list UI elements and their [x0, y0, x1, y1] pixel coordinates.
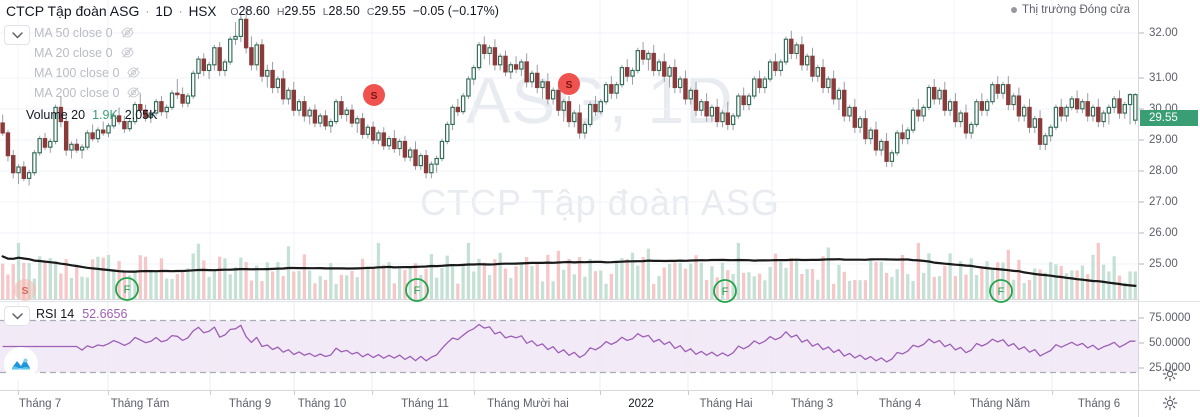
- volume-label: Volume 20: [26, 107, 86, 122]
- chevron-down-icon: [11, 312, 23, 320]
- time-tick-mark: [857, 391, 858, 395]
- rsi-pane[interactable]: [0, 301, 1138, 391]
- rsi-tick-dash: [1139, 342, 1144, 344]
- ma50-label: MA 50 close 0: [34, 25, 113, 40]
- time-tick-mark: [108, 391, 109, 395]
- time-tick-mark: [688, 391, 689, 395]
- time-tick-mark: [210, 391, 211, 395]
- timeframe-label[interactable]: 1D: [155, 3, 173, 19]
- price-tick-label: 32.00: [1149, 27, 1178, 39]
- time-tick-label: Tháng 4: [878, 398, 922, 410]
- volume-value: 1.9K: [92, 107, 118, 122]
- ma20-label: MA 20 close 0: [34, 45, 113, 60]
- eye-off-icon[interactable]: [126, 85, 141, 100]
- time-tick-label: Tháng 6: [1077, 398, 1121, 410]
- header-separator-1: ·: [145, 4, 150, 18]
- gear-icon: [1162, 395, 1178, 411]
- mountain-chart-icon: [12, 358, 30, 370]
- price-tick-dash: [1139, 108, 1144, 110]
- price-tick-label: 31.00: [1149, 72, 1178, 84]
- legend-row-volume[interactable]: Volume 20 1.9K 2.05K: [8, 106, 157, 123]
- price-tick-label: 26.00: [1149, 227, 1178, 239]
- rsi-label: RSI 14: [36, 307, 75, 321]
- legend-row-ma200[interactable]: MA 200 close 0: [8, 84, 157, 101]
- price-tick-dash: [1139, 170, 1144, 172]
- rsi-value: 52.6656: [82, 307, 128, 321]
- price-tick-dash: [1139, 263, 1144, 265]
- time-tick-mark: [1052, 391, 1053, 395]
- market-status[interactable]: Thị trường Đóng cửa: [1011, 4, 1130, 16]
- volume-ma-value: 2.05K: [124, 107, 158, 122]
- time-tick-mark: [600, 391, 601, 395]
- time-tick-mark: [294, 391, 295, 395]
- chevron-down-icon: [11, 31, 23, 39]
- time-tick-label: Tháng Hai: [699, 398, 753, 410]
- time-tick-label: Tháng Mười hai: [487, 398, 569, 410]
- time-tick-label: Tháng Tám: [110, 398, 170, 410]
- price-tick-dash: [1139, 139, 1144, 141]
- time-tick-mark: [372, 391, 373, 395]
- chart-logo-badge[interactable]: [4, 347, 38, 381]
- ma100-label: MA 100 close 0: [34, 65, 120, 80]
- time-tick-mark: [474, 391, 475, 395]
- rsi-pane-collapse-button[interactable]: [4, 306, 30, 326]
- price-pane[interactable]: [0, 0, 1138, 300]
- rsi-settings-button[interactable]: [1162, 366, 1178, 382]
- close-value: C29.55: [366, 4, 406, 18]
- exchange-label[interactable]: HSX: [188, 3, 217, 19]
- price-axis[interactable]: 32.00 31.00 30.00 29.00 28.00 27.00 26.00 25.00…: [1138, 0, 1200, 390]
- chart-header: CTCP Tập đoàn ASG · 1D · HSX O28.60 H29.…: [6, 2, 499, 20]
- axis-pane-divider: [1139, 301, 1200, 302]
- time-tick-label: Tháng Năm: [969, 398, 1031, 410]
- rsi-tick-label: 50.0000: [1149, 337, 1191, 349]
- header-separator-2: ·: [178, 4, 183, 18]
- time-tick-label: Tháng 3: [790, 398, 834, 410]
- price-tick-dash: [1139, 201, 1144, 203]
- eye-off-icon[interactable]: [126, 65, 141, 80]
- price-tick-label: 29.00: [1149, 134, 1178, 146]
- indicator-legend: MA 50 close 0 MA 20 close 0 MA 100 close…: [8, 24, 157, 123]
- low-value: L28.50: [322, 4, 360, 18]
- open-value: O28.60: [230, 4, 270, 18]
- high-value: H29.55: [276, 4, 316, 18]
- eye-off-icon[interactable]: [120, 45, 135, 60]
- time-tick-mark: [18, 391, 19, 395]
- current-price-badge: 29.55: [1140, 110, 1198, 126]
- change-value: −0.05 (−0.17%): [412, 4, 499, 18]
- symbol-title[interactable]: CTCP Tập đoàn ASG: [6, 3, 140, 19]
- time-tick-label: Tháng 7: [18, 398, 62, 410]
- rsi-tick-dash: [1139, 317, 1144, 319]
- legend-row-ma50[interactable]: MA 50 close 0: [8, 24, 157, 41]
- rsi-tick-label: 75.0000: [1149, 312, 1191, 324]
- ma200-label: MA 200 close 0: [34, 85, 120, 100]
- axis-corner-divider: [1138, 390, 1139, 417]
- time-tick-label: Tháng 11: [401, 398, 449, 410]
- market-status-label: Thị trường Đóng cửa: [1022, 4, 1130, 16]
- price-tick-dash: [1139, 77, 1144, 79]
- price-tick-dash: [1139, 32, 1144, 34]
- legend-row-ma20[interactable]: MA 20 close 0: [8, 44, 157, 61]
- time-axis-settings-button[interactable]: [1162, 395, 1178, 411]
- status-dot-icon: [1011, 7, 1018, 13]
- legend-row-ma100[interactable]: MA 100 close 0: [8, 64, 157, 81]
- price-tick-label: 28.00: [1149, 165, 1178, 177]
- time-tick-label: 2022: [628, 398, 654, 410]
- price-tick-label: 25.00: [1149, 258, 1178, 270]
- price-chart-canvas: [0, 0, 1138, 300]
- price-tick-dash: [1139, 232, 1144, 234]
- time-tick-label: Tháng 10: [297, 398, 347, 410]
- eye-off-icon[interactable]: [120, 25, 135, 40]
- rsi-legend[interactable]: RSI 14 52.6656: [36, 307, 127, 321]
- gear-icon: [1162, 366, 1178, 382]
- rsi-chart-canvas: [0, 302, 1138, 391]
- time-axis[interactable]: Tháng 7 Tháng Tám Tháng 9 Tháng 10 Tháng 11 T…: [0, 390, 1200, 417]
- rsi-tick-dash: [1139, 367, 1144, 369]
- time-tick-mark: [954, 391, 955, 395]
- price-pane-collapse-button[interactable]: [4, 25, 30, 45]
- ohlc-values: O28.60 H29.55 L28.50 C29.55 −0.05 (−0.17…: [230, 4, 499, 18]
- time-tick-mark: [772, 391, 773, 395]
- time-tick-label: Tháng 9: [228, 398, 272, 410]
- price-tick-label: 27.00: [1149, 196, 1178, 208]
